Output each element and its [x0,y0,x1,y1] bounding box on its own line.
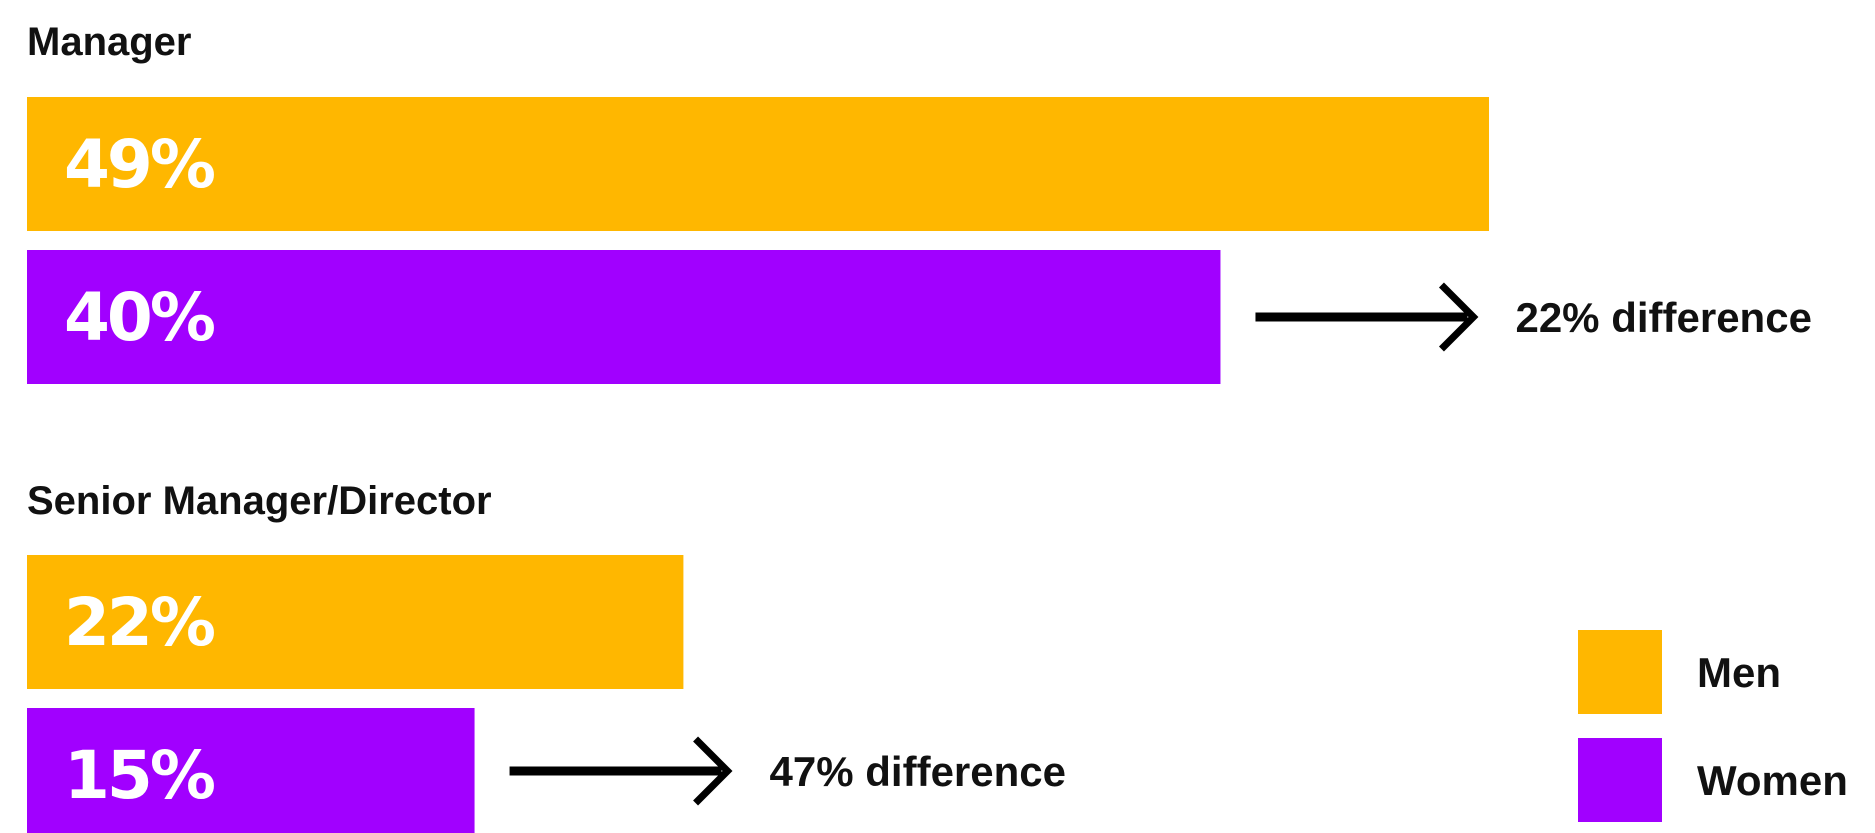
legend-label-women: Women [1697,757,1848,804]
bar-value-label-men: 22% [64,584,215,661]
difference-arrow-head [1438,282,1479,352]
bar-men [27,97,1489,231]
group-title: Senior Manager/Director [27,479,492,523]
bar-value-label-men: 49% [64,126,215,203]
legend-label-men: Men [1697,649,1781,696]
bar-women [27,250,1221,384]
bar-value-label-women: 40% [64,279,215,356]
difference-label: 22% difference [1515,294,1811,341]
difference-arrow-head [693,736,733,806]
bar-value-label-women: 15% [64,737,215,814]
bar-women [27,708,475,833]
group-title: Manager [27,20,192,64]
difference-label: 47% difference [770,748,1066,795]
bar-men [27,555,684,689]
legend-swatch-men [1578,630,1662,714]
legend-swatch-women [1578,738,1662,822]
